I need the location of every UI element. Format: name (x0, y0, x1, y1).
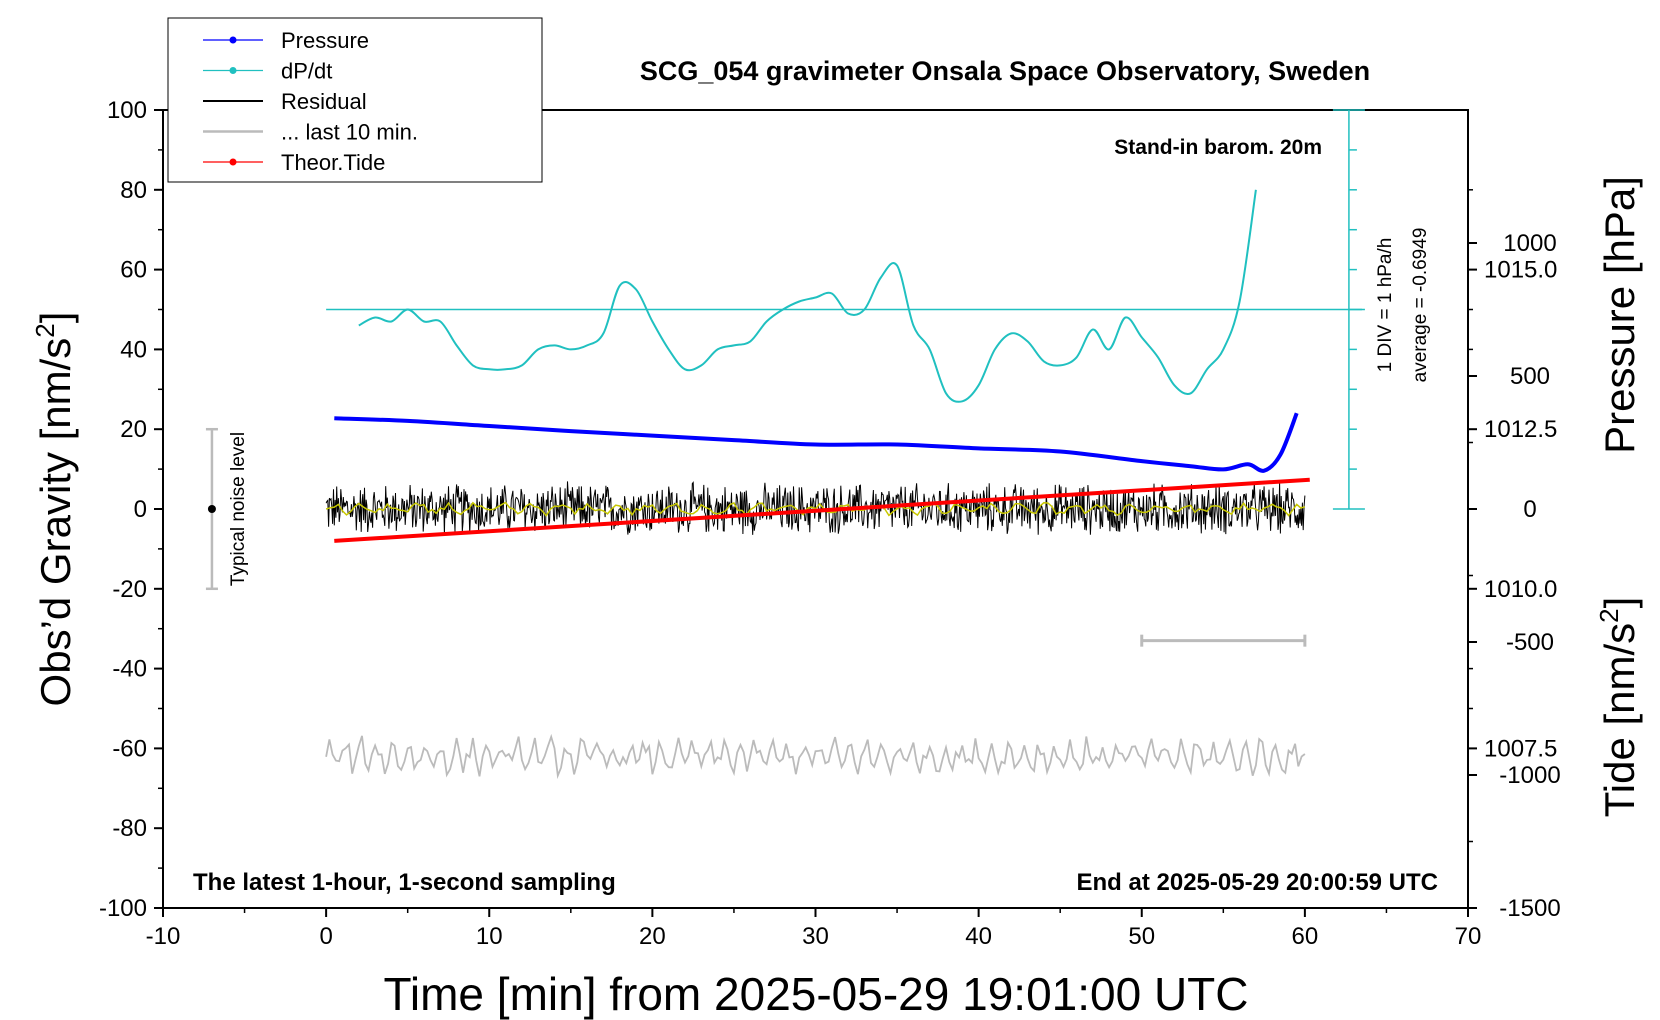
y-tick-label: -100 (99, 895, 147, 922)
x-tick-label: 50 (1128, 923, 1155, 950)
x-tick-label: 40 (965, 923, 992, 950)
series-theor-tide (334, 477, 1310, 543)
y-tick-label: 0 (134, 496, 147, 523)
chart-title: SCG_054 gravimeter Onsala Space Observat… (640, 56, 1370, 86)
y-tick-label: 60 (120, 257, 147, 284)
x-tick-label: 0 (319, 923, 332, 950)
ylabel-tide-main: Tide [nm/s (1596, 623, 1643, 818)
pressure-tick-label: 1012.5 (1484, 416, 1557, 443)
y-axis-label-tide: Tide [nm/s2] (1594, 597, 1643, 818)
tide-axis-ticks: 1000 500 0 -500 -1000 -1500 (1468, 230, 1561, 922)
ylabel-gravity-sup: 2 (30, 323, 60, 337)
pressure-axis-ticks: 1015.0 1012.5 1010.0 1007.5 (1468, 189, 1557, 762)
ylabel-gravity-main: Obs’d Gravity [nm/s (32, 338, 79, 707)
pressure-tick-label: 1010.0 (1484, 576, 1557, 603)
left-axis-ticks: 100 80 60 40 20 0 -20 -40 -60 -80 -100 (99, 97, 163, 922)
x-tick-label: 20 (639, 923, 666, 950)
footer-right-note: End at 2025-05-29 20:00:59 UTC (1077, 869, 1439, 896)
legend-marker (229, 158, 237, 166)
y-tick-label: -80 (112, 815, 147, 842)
tide-tick-label: 500 (1510, 363, 1550, 390)
legend-label: dP/dt (281, 59, 332, 84)
tide-tick-label: 0 (1523, 496, 1536, 523)
x-tick-label: 10 (476, 923, 503, 950)
x-axis-label: Time [min] from 2025-05-29 19:01:00 UTC (384, 968, 1249, 1020)
legend-label: Pressure (281, 28, 369, 53)
noise-level-label: Typical noise level (228, 432, 249, 586)
x-tick-label: -10 (146, 923, 181, 950)
pressure-tick-label: 1007.5 (1484, 735, 1557, 762)
y-tick-label: -60 (112, 735, 147, 762)
ylabel-tide-sup: 2 (1594, 608, 1624, 622)
barometer-note: Stand-in barom. 20m (1114, 136, 1322, 159)
y-tick-label: -20 (112, 576, 147, 603)
y-tick-label: 20 (120, 416, 147, 443)
y-tick-label: -40 (112, 656, 147, 683)
y-axis-label-pressure: Pressure [hPa] (1596, 176, 1643, 454)
y-tick-label: 80 (120, 177, 147, 204)
series-residual-smoothed (325, 501, 1306, 517)
legend-label: Residual (281, 89, 367, 114)
y-tick-label: 100 (107, 97, 147, 124)
legend-label: Theor.Tide (281, 150, 385, 175)
pressure-tick-label: 1015.0 (1484, 257, 1557, 284)
footer-left-note: The latest 1-hour, 1-second sampling (193, 869, 616, 896)
noise-bar-center-dot (207, 505, 216, 513)
legend-marker (229, 36, 237, 44)
tide-tick-label: -1000 (1499, 762, 1560, 789)
tide-tick-label: -1500 (1499, 895, 1560, 922)
x-axis-ticks: -10 0 10 20 30 40 50 60 70 (146, 908, 1482, 950)
x-tick-label: 70 (1455, 923, 1482, 950)
ylabel-gravity-end: ] (32, 312, 79, 324)
series-layer (325, 189, 1362, 780)
dpdt-scale-label: 1 DIV = 1 hPa/h (1375, 238, 1396, 373)
legend: Pressure dP/dt Residual ... last 10 min. The… (167, 17, 543, 183)
noise-level-bar (205, 427, 218, 591)
tide-tick-label: -500 (1506, 629, 1554, 656)
series-dpdt (358, 189, 1257, 403)
x-tick-label: 60 (1292, 923, 1319, 950)
legend-label: ... last 10 min. (281, 120, 418, 145)
series-residual (325, 481, 1306, 536)
tide-tick-label: 1000 (1503, 230, 1556, 257)
series-pressure (334, 412, 1299, 473)
y-tick-label: 40 (120, 336, 147, 363)
series-last10 (325, 733, 1306, 780)
x-tick-label: 30 (802, 923, 829, 950)
legend-marker (229, 67, 237, 74)
dpdt-average-label: average = -0.6949 (1410, 228, 1431, 383)
ylabel-tide-end: ] (1596, 597, 1643, 609)
y-axis-label-gravity: Obs’d Gravity [nm/s2] (30, 312, 79, 707)
